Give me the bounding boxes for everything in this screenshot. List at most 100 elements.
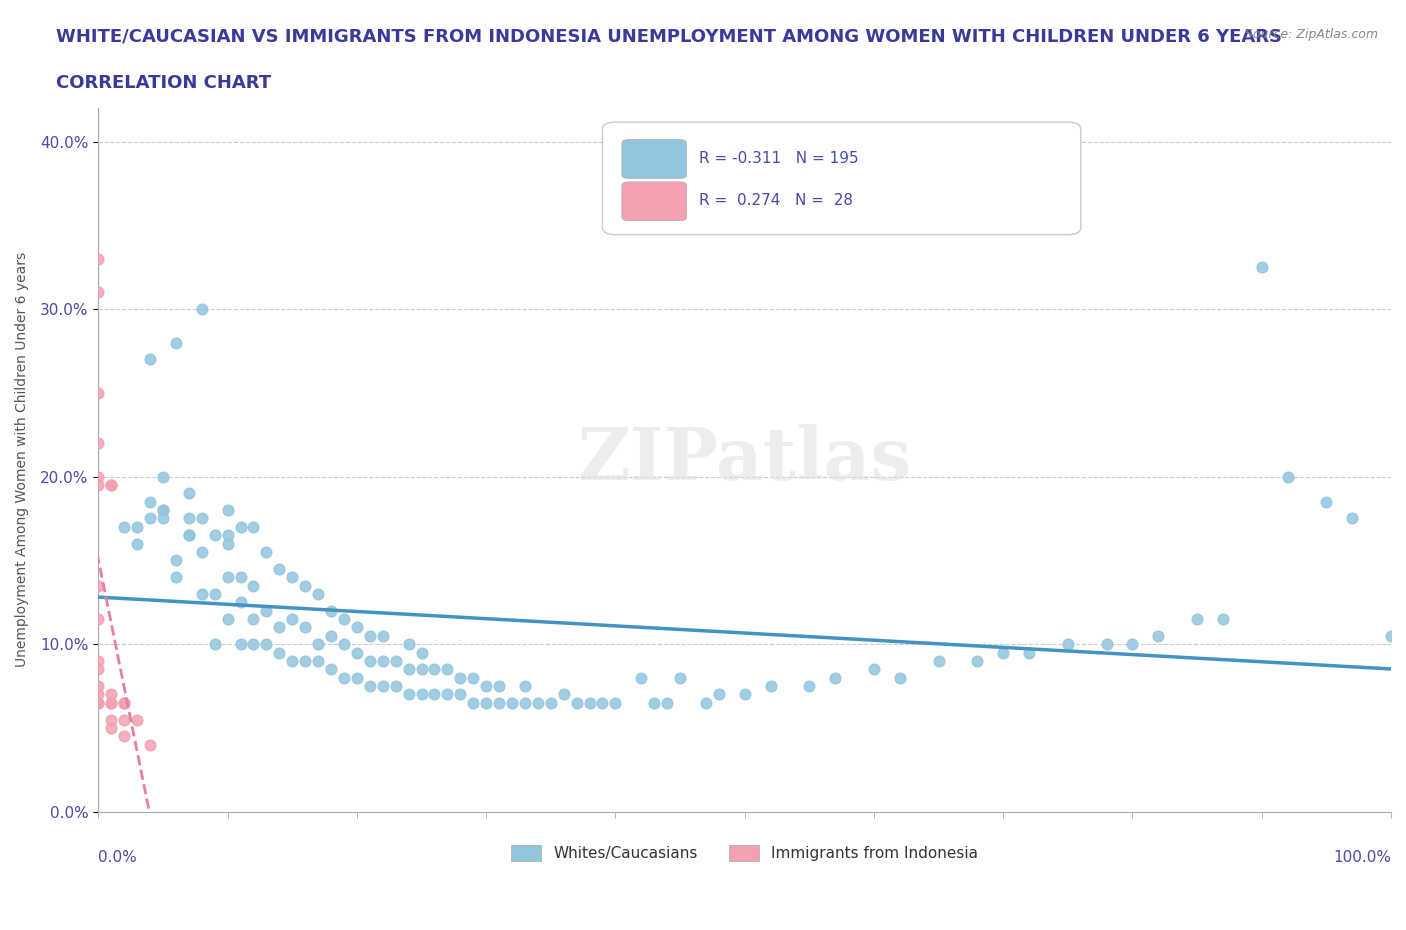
Point	[565, 696, 588, 711]
Point	[281, 570, 304, 585]
Point	[165, 570, 187, 585]
Point	[127, 520, 149, 535]
Point	[1095, 637, 1118, 652]
Point	[87, 687, 110, 702]
Point	[319, 629, 342, 644]
Point	[152, 503, 174, 518]
Point	[824, 671, 846, 685]
Point	[928, 654, 950, 669]
Text: WHITE/CAUCASIAN VS IMMIGRANTS FROM INDONESIA UNEMPLOYMENT AMONG WOMEN WITH CHILD: WHITE/CAUCASIAN VS IMMIGRANTS FROM INDON…	[56, 28, 1282, 46]
Point	[139, 512, 162, 526]
Point	[217, 537, 239, 551]
Point	[100, 721, 122, 736]
Point	[449, 687, 471, 702]
Text: 0.0%: 0.0%	[98, 850, 136, 866]
Point	[488, 679, 510, 694]
Point	[411, 662, 433, 677]
Point	[87, 435, 110, 450]
Point	[204, 587, 226, 602]
Point	[436, 687, 458, 702]
Point	[436, 662, 458, 677]
Point	[346, 671, 368, 685]
Point	[1277, 469, 1299, 484]
Point	[993, 645, 1015, 660]
Point	[242, 612, 264, 627]
Point	[1147, 629, 1170, 644]
Point	[100, 696, 122, 711]
Point	[863, 662, 886, 677]
Text: 100.0%: 100.0%	[1333, 850, 1391, 866]
Point	[177, 528, 200, 543]
Point	[281, 612, 304, 627]
Point	[87, 385, 110, 400]
Point	[100, 712, 122, 727]
Point	[307, 587, 329, 602]
Text: R = -0.311   N = 195: R = -0.311 N = 195	[699, 152, 859, 166]
Point	[217, 570, 239, 585]
Point	[100, 477, 122, 492]
Point	[333, 637, 356, 652]
Point	[411, 645, 433, 660]
Point	[281, 654, 304, 669]
Point	[87, 662, 110, 677]
Point	[217, 528, 239, 543]
Point	[100, 477, 122, 492]
Point	[177, 512, 200, 526]
Point	[100, 687, 122, 702]
Point	[254, 604, 277, 618]
Point	[1341, 512, 1364, 526]
Point	[190, 301, 212, 316]
Point	[190, 545, 212, 560]
Point	[463, 671, 485, 685]
Point	[307, 654, 329, 669]
Point	[229, 637, 252, 652]
Point	[592, 696, 614, 711]
Point	[1018, 645, 1040, 660]
Point	[139, 737, 162, 752]
Point	[229, 595, 252, 610]
Point	[371, 679, 394, 694]
Point	[501, 696, 523, 711]
FancyBboxPatch shape	[603, 122, 1081, 234]
Point	[217, 612, 239, 627]
Point	[112, 696, 135, 711]
Point	[87, 251, 110, 266]
Point	[1121, 637, 1143, 652]
Point	[359, 679, 381, 694]
Point	[242, 520, 264, 535]
Point	[87, 696, 110, 711]
Point	[307, 637, 329, 652]
Point	[398, 637, 420, 652]
Point	[217, 503, 239, 518]
Point	[540, 696, 562, 711]
Point	[87, 469, 110, 484]
Point	[139, 352, 162, 366]
Point	[333, 671, 356, 685]
Text: Source: ZipAtlas.com: Source: ZipAtlas.com	[1244, 28, 1378, 41]
Point	[449, 671, 471, 685]
Point	[204, 637, 226, 652]
Point	[655, 696, 678, 711]
Point	[384, 679, 406, 694]
Legend: Whites/Caucasians, Immigrants from Indonesia: Whites/Caucasians, Immigrants from Indon…	[505, 839, 984, 868]
Point	[204, 528, 226, 543]
Point	[139, 494, 162, 509]
Point	[463, 696, 485, 711]
Point	[707, 687, 730, 702]
Point	[371, 654, 394, 669]
Point	[475, 696, 498, 711]
Point	[242, 637, 264, 652]
Point	[127, 537, 149, 551]
Point	[889, 671, 911, 685]
Point	[87, 477, 110, 492]
Point	[87, 696, 110, 711]
Point	[127, 712, 149, 727]
Point	[87, 578, 110, 593]
Point	[475, 679, 498, 694]
Point	[177, 528, 200, 543]
Point	[359, 654, 381, 669]
Point	[513, 696, 536, 711]
Point	[346, 645, 368, 660]
Point	[112, 712, 135, 727]
Point	[1212, 612, 1234, 627]
